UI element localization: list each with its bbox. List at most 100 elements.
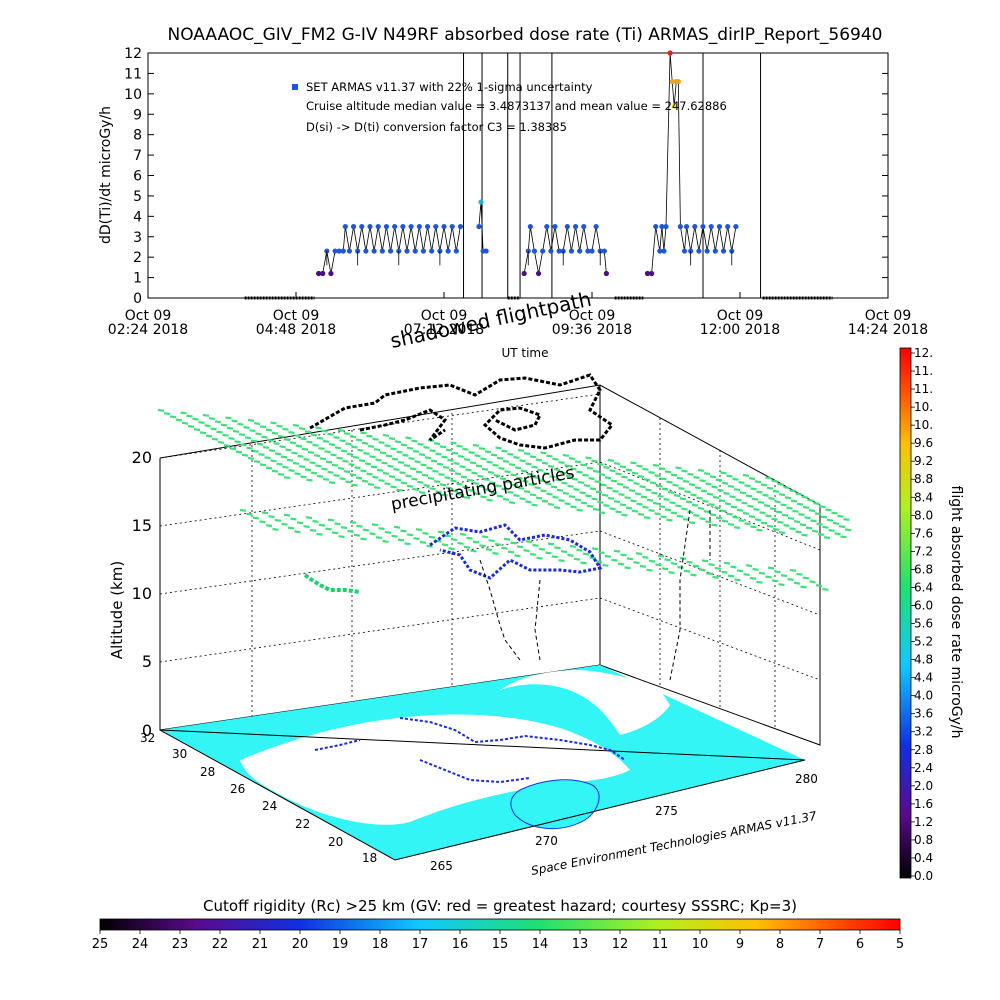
- particle-dash-top: [423, 446, 430, 449]
- particle-dash-top: [252, 449, 259, 453]
- svg-text:15: 15: [132, 516, 152, 535]
- particle-dash-mid: [767, 566, 775, 570]
- rigidity-colorbar-tick-label: 25: [92, 937, 109, 952]
- particle-dash-top: [654, 474, 661, 478]
- particle-dash-top: [748, 477, 756, 481]
- particle-dash-top: [457, 492, 465, 496]
- particle-dash-top: [589, 487, 597, 491]
- particle-dash-top: [297, 454, 304, 458]
- x-tick-label-date: Oct 09: [865, 308, 911, 324]
- particle-dash-top: [322, 439, 330, 443]
- particle-dash-top: [730, 505, 738, 509]
- particle-dash-top: [450, 479, 457, 483]
- particle-dash-top: [733, 526, 741, 530]
- particle-dash-top: [615, 472, 622, 476]
- particle-dash-top: [595, 490, 603, 494]
- particle-dash-top: [832, 521, 840, 525]
- particle-dash-top: [666, 518, 673, 522]
- particle-dash-mid: [547, 542, 555, 546]
- particle-dash-top: [576, 470, 583, 474]
- particle-dash-top: [378, 479, 385, 482]
- rigidity-colorbar-strip: [99, 918, 901, 931]
- particle-dash-top: [198, 421, 205, 424]
- x-tick-label-time: 07:12 2018: [404, 322, 484, 338]
- dose-point: [675, 78, 681, 85]
- particle-dash-top: [315, 464, 322, 468]
- particle-dash-top: [451, 489, 459, 493]
- particle-dash-mid: [444, 534, 451, 538]
- particle-dash-top: [222, 433, 229, 437]
- dose-point: [552, 223, 558, 230]
- particle-dash-top: [351, 445, 358, 449]
- dose-point: [379, 248, 385, 254]
- particle-dash-mid: [327, 518, 335, 522]
- particle-dash-top: [766, 524, 774, 528]
- rigidity-colorbar-tick-label: 5: [896, 937, 904, 952]
- particle-dash-top: [508, 501, 516, 505]
- y-tick-label: 7: [133, 148, 142, 164]
- particle-dash-top: [699, 479, 706, 483]
- particle-dash-mid: [362, 528, 370, 532]
- particle-dash-top: [651, 491, 658, 495]
- svg-text:280: 280: [795, 772, 818, 786]
- particle-dash-top: [457, 454, 465, 458]
- particle-dash-top: [657, 494, 664, 498]
- particle-dash-top: [808, 509, 816, 513]
- particle-dash-top: [193, 428, 201, 432]
- particle-dash-mid: [404, 542, 411, 546]
- particle-dash-top: [697, 468, 705, 472]
- dose-point: [525, 248, 531, 254]
- particle-dash-top: [778, 493, 786, 497]
- particle-dash-top: [780, 503, 787, 507]
- particle-dash-top: [750, 525, 757, 529]
- particle-dash-mid: [591, 547, 599, 551]
- particle-dash-top: [532, 475, 540, 479]
- particle-dash-top: [538, 479, 546, 483]
- particle-dash-top: [372, 437, 379, 441]
- particle-dash-top: [379, 451, 387, 455]
- flightpath-ascent-trace: [303, 573, 361, 594]
- particle-dash-top: [328, 443, 336, 447]
- particle-dash-top: [783, 486, 790, 489]
- particle-dash-mid: [472, 540, 480, 544]
- particle-dash-top: [703, 510, 711, 514]
- particle-dash-mid: [538, 547, 546, 551]
- particle-dash-top: [472, 481, 480, 485]
- particle-dash-top: [676, 514, 684, 518]
- flightpath-vertical-trace: [479, 509, 711, 681]
- particle-dash-top: [502, 497, 510, 501]
- particle-dash-mid: [604, 554, 612, 558]
- particle-dash-top: [555, 478, 562, 482]
- particle-dash-top: [373, 486, 381, 490]
- particle-dash-mid: [318, 523, 326, 527]
- particle-dash-top: [799, 523, 807, 527]
- dose-point: [445, 248, 451, 254]
- particle-dash-top: [682, 517, 690, 521]
- particle-dash-top: [711, 485, 718, 489]
- particle-dash-top: [790, 499, 798, 503]
- particle-dash-mid: [613, 549, 621, 553]
- particle-dash-top: [346, 452, 354, 456]
- particle-dash-top: [586, 466, 594, 470]
- particle-dash-top: [312, 443, 319, 447]
- particle-dash-top: [556, 488, 564, 492]
- particle-dash-mid: [294, 530, 301, 534]
- latitude-ticks: 32 30 28 26 24 22 20 18: [140, 731, 377, 865]
- particle-dash-top: [360, 469, 367, 473]
- particle-dash-top: [540, 451, 547, 455]
- legend-line-3: D(si) -> D(ti) conversion factor C3 = 1.…: [306, 120, 567, 134]
- legend-line-2: Cruise altitude median value = 3.4873137…: [306, 99, 727, 113]
- particle-dash-top: [463, 458, 471, 462]
- particle-dash-mid: [635, 552, 643, 556]
- particle-dash-top: [787, 516, 795, 520]
- particle-dash-top: [384, 482, 391, 486]
- particle-dash-mid: [789, 568, 797, 572]
- particle-dash-top: [838, 525, 846, 529]
- map-floor-gulf: [500, 670, 670, 735]
- particle-dash-top: [580, 463, 588, 467]
- particle-dash-top: [843, 518, 850, 521]
- dose-point: [657, 248, 663, 254]
- particle-dash-top: [390, 447, 397, 451]
- rigidity-colorbar-tick-label: 11: [652, 937, 669, 952]
- particle-dash-top: [231, 419, 238, 423]
